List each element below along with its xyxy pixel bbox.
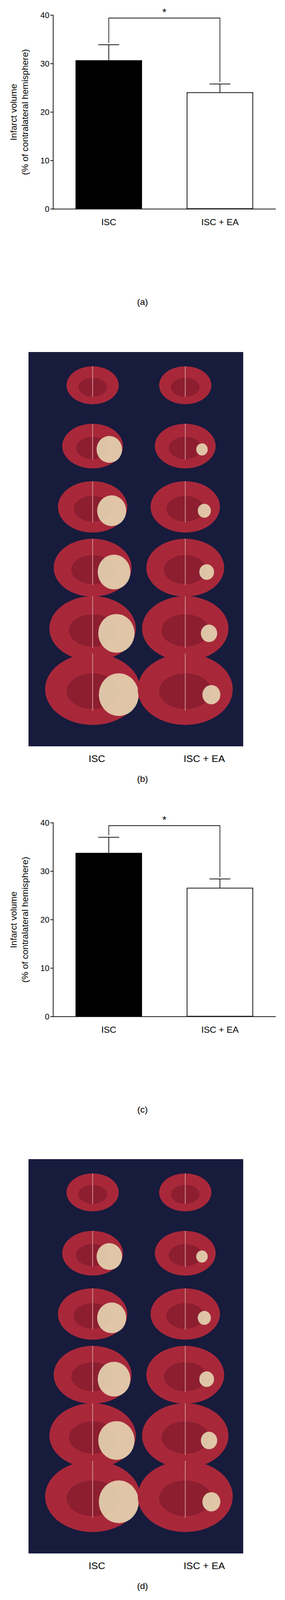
svg-text:30: 30 [40, 866, 50, 876]
html-text:ISC: ISC [88, 1559, 106, 1571]
svg-text:*: * [162, 6, 167, 19]
html-text:ISC + EA: ISC + EA [183, 1559, 225, 1571]
svg-text:Infarct volume: Infarct volume [8, 83, 19, 141]
svg-text:10: 10 [40, 156, 50, 166]
html-text:ISC: ISC [88, 752, 106, 764]
html-text:(b): (b) [136, 773, 149, 784]
svg-text:0: 0 [45, 1012, 50, 1022]
svg-text:0: 0 [45, 204, 50, 214]
svg-text:30: 30 [40, 59, 50, 69]
html-text:(d): (d) [136, 1580, 149, 1591]
svg-text:20: 20 [40, 107, 50, 117]
svg-text:40: 40 [40, 10, 50, 20]
svg-text:*: * [162, 813, 167, 826]
svg-text:ISC: ISC [101, 1024, 117, 1035]
svg-text:20: 20 [40, 915, 50, 925]
svg-text:ISC + EA: ISC + EA [201, 1024, 239, 1035]
html-text:(c): (c) [137, 1104, 148, 1115]
svg-text:Infarct volume: Infarct volume [8, 891, 19, 948]
html-text:ISC + EA: ISC + EA [183, 752, 225, 764]
svg-text:ISC: ISC [101, 217, 117, 228]
svg-text:10: 10 [40, 963, 50, 973]
svg-text:(% of contralateral hemisphere: (% of contralateral hemisphere) [19, 48, 30, 175]
svg-text:ISC + EA: ISC + EA [201, 217, 239, 228]
svg-text:40: 40 [40, 818, 50, 828]
html-text:(a): (a) [136, 296, 149, 307]
svg-text:(% of contralateral hemisphere: (% of contralateral hemisphere) [19, 856, 30, 983]
